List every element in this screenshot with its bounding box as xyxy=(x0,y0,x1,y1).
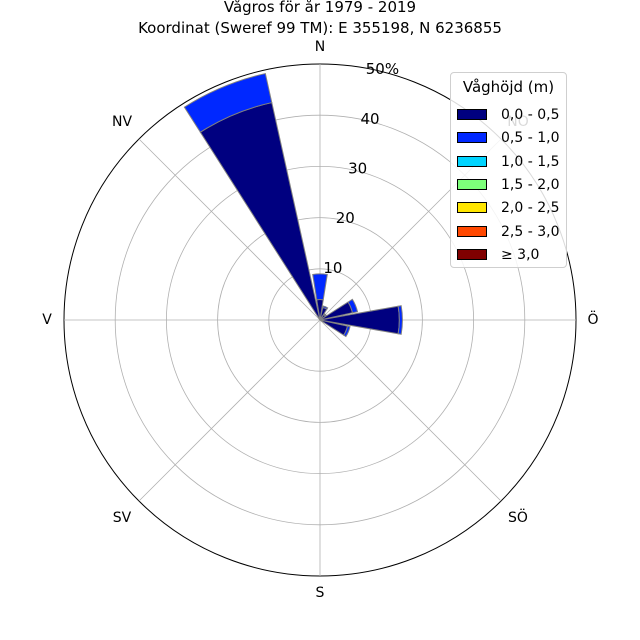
radial-tick-label: 30 xyxy=(348,160,367,178)
radial-tick-label: 50% xyxy=(366,60,399,78)
legend-swatch xyxy=(457,248,487,260)
grid-spoke xyxy=(138,319,321,502)
legend: Våghöjd (m) 0,0 - 0,5 0,5 - 1,0 1,0 - 1,5 1… xyxy=(450,72,567,268)
legend-swatch xyxy=(457,132,487,144)
grid-spoke xyxy=(138,138,321,321)
direction-label: S xyxy=(316,585,325,601)
wave-bar xyxy=(347,298,359,314)
legend-title: Våghöjd (m) xyxy=(462,78,555,96)
radial-tick-label: 40 xyxy=(360,110,379,128)
legend-label: 2,5 - 3,0 xyxy=(501,223,560,240)
legend-label: 1,5 - 2,0 xyxy=(501,176,560,193)
wave-bar xyxy=(397,305,403,335)
legend-swatch xyxy=(457,202,487,214)
wave-bar xyxy=(322,305,329,310)
legend-label: 0,5 - 1,0 xyxy=(501,130,560,147)
radial-tick-label: 10 xyxy=(323,259,342,277)
legend-label: 1,0 - 1,5 xyxy=(501,153,560,170)
grid-spoke xyxy=(319,319,502,502)
direction-label: SV xyxy=(113,510,132,526)
wave-bar xyxy=(319,305,400,335)
legend-swatch xyxy=(457,178,487,190)
wave-bar xyxy=(199,101,321,321)
chart-title: Vågros för år 1979 - 2019 xyxy=(223,0,417,16)
legend-label: 2,0 - 2,5 xyxy=(501,200,560,217)
chart-subtitle: Koordinat (Sweref 99 TM): E 355198, N 62… xyxy=(138,19,502,37)
direction-label: V xyxy=(42,312,52,328)
wave-bar xyxy=(312,273,328,301)
wave-bar xyxy=(183,72,273,133)
bars-layer xyxy=(183,72,403,338)
legend-swatch xyxy=(457,109,487,120)
direction-label: NV xyxy=(112,114,132,130)
legend-swatch xyxy=(457,225,487,237)
direction-label: N xyxy=(315,39,325,55)
direction-label: SÖ xyxy=(508,508,528,526)
direction-label: Ö xyxy=(587,310,598,328)
radial-tick-label: 20 xyxy=(336,209,355,227)
legend-swatch xyxy=(457,155,487,167)
legend-label: ≥ 3,0 xyxy=(501,246,540,263)
legend-label: 0,0 - 0,5 xyxy=(501,107,560,123)
wave-bar xyxy=(343,325,351,338)
